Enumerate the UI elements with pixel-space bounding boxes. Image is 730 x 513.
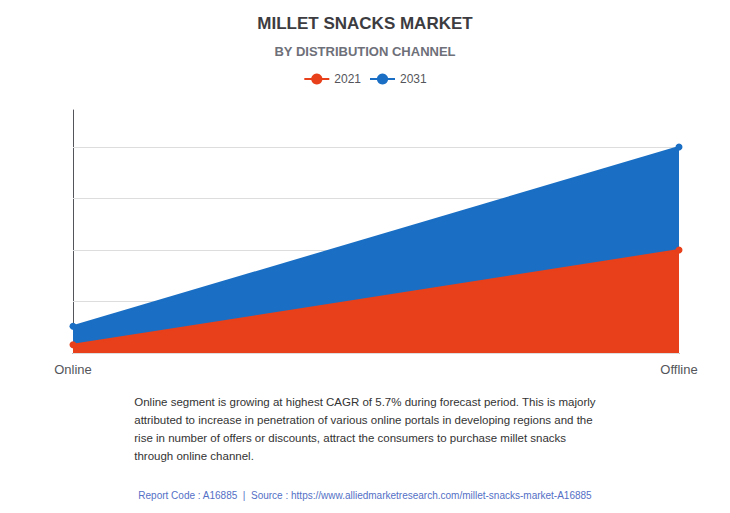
- svg-text:Offline: Offline: [660, 362, 697, 377]
- svg-text:BY DISTRIBUTION CHANNEL: BY DISTRIBUTION CHANNEL: [274, 44, 455, 59]
- svg-text:2021: 2021: [334, 72, 361, 86]
- svg-text:through online channel.: through online channel.: [134, 450, 254, 462]
- svg-text:Online: Online: [54, 362, 92, 377]
- svg-text:rise in number of offers or di: rise in number of offers or discounts, a…: [134, 432, 566, 444]
- svg-text:attributed to increase in pene: attributed to increase in penetration of…: [134, 414, 592, 426]
- svg-text:Report Code : A16885 | Sourc: Report Code : A16885 | Source : https://…: [138, 490, 592, 501]
- svg-text:Online segment is growing at h: Online segment is growing at highest CAG…: [134, 396, 596, 408]
- svg-text:MILLET SNACKS MARKET: MILLET SNACKS MARKET: [257, 14, 473, 33]
- svg-text:2031: 2031: [400, 72, 427, 86]
